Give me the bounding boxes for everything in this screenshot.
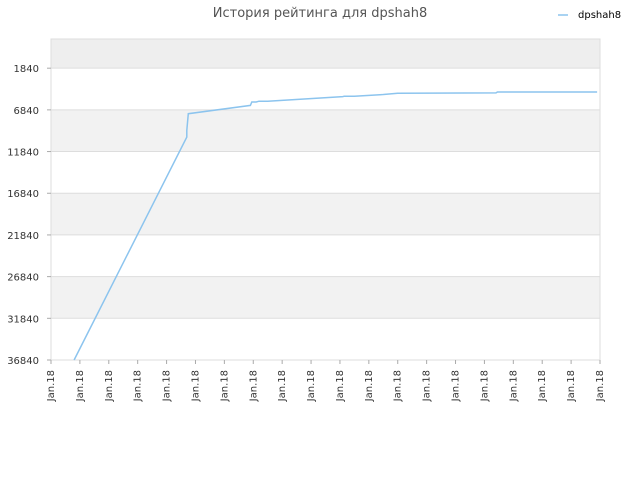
y-tick-label: 26840 — [7, 273, 39, 284]
plot-border — [50, 38, 601, 361]
x-tick-label: Jan.18 — [46, 370, 57, 402]
x-tick-label: Jan.18 — [335, 370, 346, 402]
x-tick-label: Jan.18 — [219, 370, 230, 402]
x-tick-label: Jan.18 — [364, 370, 375, 402]
x-tick-label: Jan.18 — [190, 370, 201, 402]
legend[interactable]: dpshah8 — [558, 10, 621, 21]
grid-lines — [50, 38, 601, 361]
plot-band — [51, 234, 600, 277]
x-tick-label: Jan.18 — [508, 370, 519, 402]
plot-band — [51, 151, 600, 194]
plot-band — [51, 276, 600, 319]
x-tick-label: Jan.18 — [479, 370, 490, 402]
y-tick-label: 21840 — [7, 231, 39, 242]
x-tick-label: Jan.18 — [133, 370, 144, 402]
x-tick-label: Jan.18 — [451, 370, 462, 402]
x-tick-label: Jan.18 — [162, 370, 173, 402]
legend-label: dpshah8 — [578, 10, 621, 21]
x-tick-label: Jan.18 — [104, 370, 115, 402]
y-tick-label: 36840 — [7, 356, 39, 367]
y-tick-label: 1840 — [14, 64, 39, 75]
x-tick-label: Jan.18 — [248, 370, 259, 402]
plot-band — [51, 39, 600, 69]
series-line-dpshah8 — [73, 91, 598, 361]
y-tick-label: 6840 — [14, 106, 39, 117]
x-tick-label: Jan.18 — [595, 370, 606, 402]
x-tick-label: Jan.18 — [393, 370, 404, 402]
x-tick-label: Jan.18 — [277, 370, 288, 402]
x-tick-label: Jan.18 — [75, 370, 86, 402]
x-tick-label: Jan.18 — [306, 370, 317, 402]
x-tick-label: Jan.18 — [566, 370, 577, 402]
x-tick-label: Jan.18 — [422, 370, 433, 402]
chart-title: История рейтинга для dpshah8 — [213, 6, 427, 21]
y-tick-label: 31840 — [7, 314, 39, 325]
y-tick-label: 16840 — [7, 189, 39, 200]
y-axis-ticks: 1840 6840 11840 16840 21840 26840 31840 36840 — [7, 64, 51, 367]
plot-band — [51, 109, 600, 152]
plot-band — [51, 318, 600, 360]
x-tick-label: Jan.18 — [537, 370, 548, 402]
plot-band — [51, 193, 600, 235]
x-axis-ticks: Jan.18 Jan.18 Jan.18 Jan.18 Jan.18 Jan.18 Jan.… — [46, 360, 606, 402]
plot-bands — [51, 39, 600, 360]
series-group — [73, 91, 598, 361]
y-tick-label: 11840 — [7, 148, 39, 159]
plot-band — [51, 68, 600, 110]
